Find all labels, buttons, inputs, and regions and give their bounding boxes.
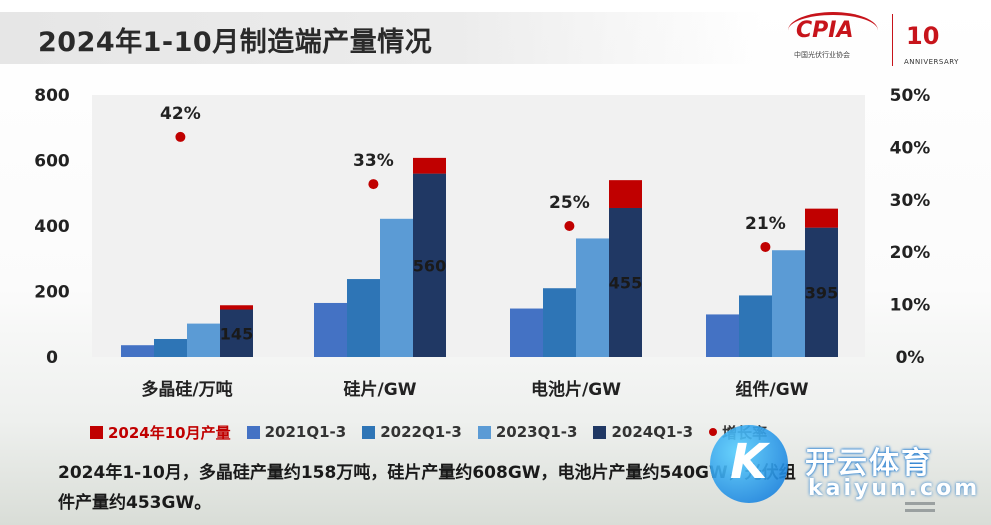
- kaiyun-logo-mark: K: [730, 434, 768, 490]
- growth-rate-label: 33%: [353, 151, 394, 171]
- legend-swatch: [593, 425, 607, 439]
- right-axis-tick-label: 0%: [896, 348, 925, 368]
- right-axis-tick-label: 20%: [890, 243, 931, 263]
- legend-label: 2024Q1-3: [611, 423, 694, 441]
- chart-legend: 2024年10月产量 2021Q1-3 2022Q1-3 2023Q1-3 2024Q1…: [90, 421, 767, 443]
- production-bar-chart: 0 200 400 600 800 0% 10% 20% 30% 40% 50% 145 42% 多晶硅/…: [34, 86, 931, 400]
- bar-data-label: 395: [805, 283, 838, 302]
- legend-swatch: [90, 425, 103, 439]
- legend-swatch: [477, 425, 491, 439]
- growth-rate-label: 25%: [549, 193, 590, 213]
- bar: [314, 302, 347, 357]
- bar-stacked-segment: [413, 157, 446, 174]
- bar: [706, 314, 739, 357]
- legend-label: 2023Q1-3: [495, 423, 578, 441]
- page-title: 2024年1-10月制造端产量情况: [38, 27, 433, 58]
- bar: [154, 338, 187, 357]
- menu-icon[interactable]: [905, 502, 935, 518]
- growth-rate-label: 42%: [160, 104, 201, 124]
- legend-item: 2024Q1-3: [593, 423, 693, 441]
- bar-stacked-segment: [220, 305, 253, 310]
- growth-rate-point: [175, 131, 186, 142]
- anniversary-text: ANNIVERSARY: [904, 58, 959, 66]
- category-label: 组件/GW: [736, 379, 809, 400]
- bar-data-label: 145: [220, 324, 253, 343]
- right-axis-tick-label: 10%: [890, 296, 931, 316]
- legend-item: 2024年10月产量: [90, 422, 231, 443]
- logo-divider: [892, 14, 893, 66]
- bar-data-label: 560: [413, 256, 446, 275]
- left-axis-tick-label: 200: [34, 283, 70, 303]
- bar: [739, 295, 772, 357]
- bar: [187, 323, 220, 357]
- legend-item: 2022Q1-3: [362, 423, 462, 441]
- bar: [510, 308, 543, 357]
- bar: [543, 288, 576, 357]
- bar: [380, 218, 413, 357]
- legend-dot-icon: [709, 428, 718, 436]
- bar-data-label: 455: [609, 273, 642, 292]
- legend-label: 2021Q1-3: [264, 423, 347, 441]
- summary-note: 2024年1-10月，多晶硅产量约158万吨，硅片产量约608GW，电池片产量约…: [58, 458, 958, 518]
- right-axis-tick-label: 40%: [890, 138, 931, 158]
- bar: [805, 227, 838, 357]
- kaiyun-logo-icon: [710, 425, 788, 503]
- anniversary-logo: 10 ANNIVERSARY: [900, 10, 980, 70]
- cpia-logo: CPIA 中国光伏行业协会: [776, 10, 888, 70]
- growth-rate-label: 21%: [745, 214, 786, 234]
- left-axis-tick-label: 0: [46, 348, 58, 368]
- summary-note-line1: 2024年1-10月，多晶硅产量约158万吨，硅片产量约608GW，电池片产量约…: [58, 463, 796, 483]
- bar: [609, 207, 642, 357]
- bar: [413, 173, 446, 357]
- bar: [121, 345, 154, 357]
- category-label: 多晶硅/万吨: [141, 379, 232, 400]
- bar-stacked-segment: [609, 180, 642, 208]
- bar: [772, 250, 805, 357]
- legend-label: 2022Q1-3: [380, 423, 462, 441]
- left-axis-tick-label: 400: [34, 217, 70, 237]
- legend-item: 2021Q1-3: [246, 423, 347, 441]
- kaiyun-watermark-url: kaiyun.com: [808, 476, 981, 501]
- kaiyun-watermark: K 开云体育 kaiyun.com: [700, 420, 985, 520]
- growth-rate-point: [760, 241, 771, 252]
- cpia-swoosh-icon: [788, 12, 878, 49]
- title-bar: [0, 12, 760, 64]
- cpia-logo-subtitle: 中国光伏行业协会: [794, 51, 850, 59]
- bar: [576, 238, 609, 357]
- legend-label: 2024年10月产量: [108, 423, 231, 442]
- category-label: 硅片/GW: [344, 379, 417, 400]
- growth-rate-point: [564, 221, 575, 231]
- kaiyun-watermark-cn: 开云体育: [805, 446, 933, 481]
- summary-note-line2: 件产量约453GW。: [58, 493, 212, 513]
- anniversary-mark: 10: [906, 22, 940, 50]
- left-axis-tick-label: 600: [34, 152, 70, 172]
- bar-stacked-segment: [805, 208, 838, 228]
- growth-rate-point: [368, 179, 379, 190]
- left-axis-tick-label: 800: [34, 86, 70, 106]
- right-axis-tick-label: 30%: [890, 191, 931, 211]
- cpia-logo-text: CPIA: [796, 18, 854, 43]
- legend-swatch: [246, 425, 260, 439]
- category-label: 电池片/GW: [531, 379, 621, 400]
- legend-item: 2023Q1-3: [477, 423, 578, 441]
- right-axis-tick-label: 50%: [890, 86, 931, 106]
- legend-swatch: [362, 425, 376, 439]
- bar: [220, 309, 253, 357]
- bar: [347, 279, 380, 357]
